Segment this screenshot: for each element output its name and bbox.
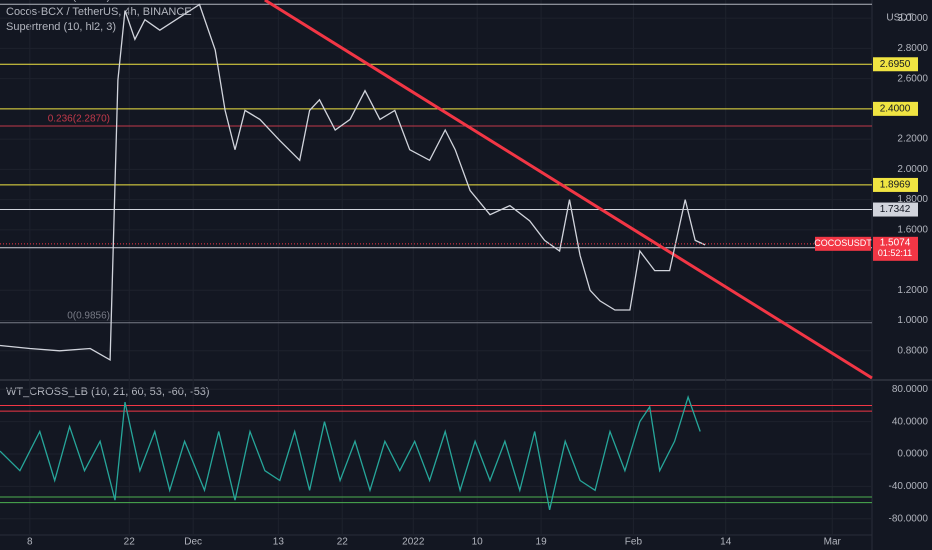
x-tick-label: Feb [625, 537, 643, 548]
y-tick-label: 1.0000 [897, 315, 928, 326]
y-tick-label: -80.0000 [889, 513, 929, 524]
y-tick-label: 40.0000 [892, 416, 929, 427]
y-tick-label: 0.0000 [897, 449, 928, 460]
level-label: 0.236(2.2870) [48, 114, 110, 125]
x-tick-label: 13 [273, 537, 285, 548]
price-tag [873, 101, 918, 116]
price-line [0, 395, 701, 511]
y-tick-label: 2.0000 [897, 164, 928, 175]
price-tag-label: 2.6950 [880, 59, 911, 70]
x-tick-label: 2022 [402, 537, 425, 548]
y-tick-label: 3.0000 [897, 13, 928, 24]
level-label: 0.382(3.0921) [48, 0, 110, 3]
price-tag [873, 236, 918, 261]
y-tick-label: 80.0000 [892, 384, 929, 395]
oscillator-title: WT_CROSS_LB (10, 21, 60, 53, -60, -53) [6, 386, 210, 398]
x-tick-label: 19 [536, 537, 548, 548]
y-tick-label: 2.6000 [897, 73, 928, 84]
x-tick-label: Mar [824, 537, 842, 548]
x-tick-label: 14 [720, 537, 732, 548]
level-label: 0(0.9856) [67, 310, 110, 321]
price-tag [873, 177, 918, 192]
price-tag-label: 1.7342 [880, 204, 911, 215]
x-tick-label: 22 [337, 537, 349, 548]
countdown: 01:52:11 [878, 248, 912, 258]
y-tick-label: 1.2000 [897, 285, 928, 296]
y-tick-label: 2.2000 [897, 134, 928, 145]
x-tick-label: 8 [27, 537, 33, 548]
price-line [0, 3, 706, 362]
symbol-tag [815, 236, 871, 251]
y-tick-label: 2.8000 [897, 43, 928, 54]
symbol-title: Cocos·BCX / TetherUS, 4h, BINANCE [6, 6, 192, 18]
x-tick-label: Dec [184, 537, 202, 548]
x-tick-label: 10 [472, 537, 484, 548]
price-tag-label: 2.4000 [880, 104, 911, 115]
price-tag [873, 202, 918, 217]
price-tag-label: 1.5074 [880, 237, 911, 248]
x-tick-label: 22 [124, 537, 136, 548]
y-tick-label: 1.6000 [897, 224, 928, 235]
y-tick-label: -40.0000 [889, 481, 929, 492]
price-tag-label: 1.8969 [880, 180, 911, 191]
price-tag [873, 57, 918, 72]
indicator-title: Supertrend (10, hl2, 3) [6, 21, 116, 33]
y-tick-label: 0.8000 [897, 345, 928, 356]
currency: USDT [886, 13, 913, 24]
trendline [264, 0, 873, 380]
y-tick-label: 1.8000 [897, 194, 928, 205]
symbol-tag-label: COCOSUSDT [814, 238, 872, 248]
